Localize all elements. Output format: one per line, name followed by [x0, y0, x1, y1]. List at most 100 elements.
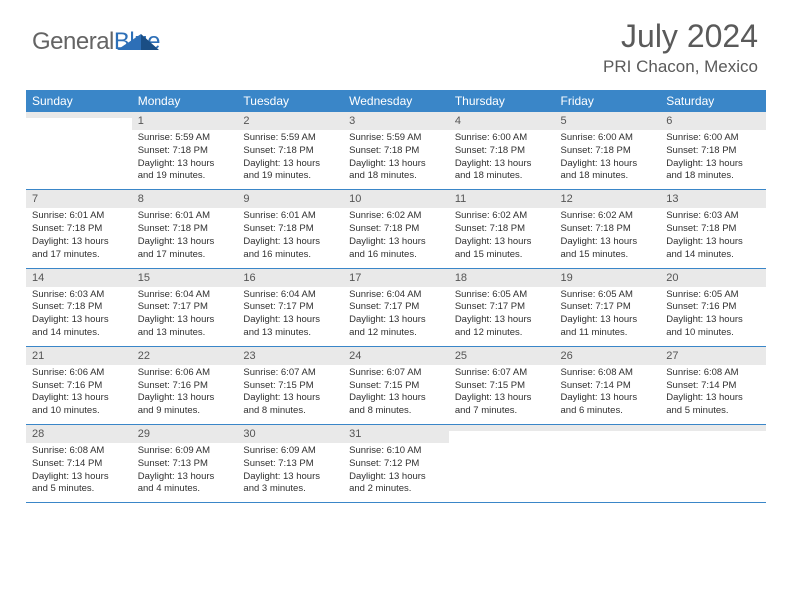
sunrise-text: Sunrise: 6:02 AM	[561, 210, 655, 223]
sunrise-text: Sunrise: 5:59 AM	[138, 132, 232, 145]
daylight-text: Daylight: 13 hours	[455, 314, 549, 327]
day-number: 6	[660, 112, 766, 130]
sunrise-text: Sunrise: 6:05 AM	[455, 289, 549, 302]
day-number: 11	[449, 190, 555, 208]
day-number: 19	[555, 269, 661, 287]
day-number: 31	[343, 425, 449, 443]
calendar-week-row: 7Sunrise: 6:01 AMSunset: 7:18 PMDaylight…	[26, 190, 766, 268]
calendar-day-cell: 31Sunrise: 6:10 AMSunset: 7:12 PMDayligh…	[343, 425, 449, 503]
sunrise-text: Sunrise: 6:04 AM	[349, 289, 443, 302]
sunset-text: Sunset: 7:18 PM	[349, 223, 443, 236]
sunrise-text: Sunrise: 6:07 AM	[455, 367, 549, 380]
daylight-text: Daylight: 13 hours	[32, 236, 126, 249]
sunrise-text: Sunrise: 6:06 AM	[138, 367, 232, 380]
sunset-text: Sunset: 7:14 PM	[666, 380, 760, 393]
sunrise-text: Sunrise: 6:01 AM	[243, 210, 337, 223]
sunset-text: Sunset: 7:18 PM	[561, 145, 655, 158]
daylight-text: and 8 minutes.	[349, 405, 443, 418]
day-number: 18	[449, 269, 555, 287]
calendar-header-row: Sunday Monday Tuesday Wednesday Thursday…	[26, 90, 766, 112]
sunset-text: Sunset: 7:15 PM	[455, 380, 549, 393]
day-number: 17	[343, 269, 449, 287]
calendar-day-cell: 18Sunrise: 6:05 AMSunset: 7:17 PMDayligh…	[449, 268, 555, 346]
day-content: Sunrise: 5:59 AMSunset: 7:18 PMDaylight:…	[237, 130, 343, 189]
daylight-text: Daylight: 13 hours	[561, 158, 655, 171]
calendar-day-cell: 8Sunrise: 6:01 AMSunset: 7:18 PMDaylight…	[132, 190, 238, 268]
day-content	[555, 431, 661, 489]
calendar-day-cell: 10Sunrise: 6:02 AMSunset: 7:18 PMDayligh…	[343, 190, 449, 268]
daylight-text: and 10 minutes.	[32, 405, 126, 418]
sunset-text: Sunset: 7:17 PM	[243, 301, 337, 314]
daylight-text: Daylight: 13 hours	[455, 236, 549, 249]
day-number: 2	[237, 112, 343, 130]
daylight-text: and 11 minutes.	[561, 327, 655, 340]
sunset-text: Sunset: 7:15 PM	[243, 380, 337, 393]
sunset-text: Sunset: 7:14 PM	[561, 380, 655, 393]
calendar-day-cell: 27Sunrise: 6:08 AMSunset: 7:14 PMDayligh…	[660, 346, 766, 424]
daylight-text: Daylight: 13 hours	[666, 392, 760, 405]
day-content: Sunrise: 6:05 AMSunset: 7:17 PMDaylight:…	[449, 287, 555, 346]
daylight-text: and 8 minutes.	[243, 405, 337, 418]
day-content: Sunrise: 6:04 AMSunset: 7:17 PMDaylight:…	[237, 287, 343, 346]
sunset-text: Sunset: 7:13 PM	[243, 458, 337, 471]
calendar-day-cell: 13Sunrise: 6:03 AMSunset: 7:18 PMDayligh…	[660, 190, 766, 268]
day-content: Sunrise: 6:02 AMSunset: 7:18 PMDaylight:…	[449, 208, 555, 267]
day-content: Sunrise: 5:59 AMSunset: 7:18 PMDaylight:…	[132, 130, 238, 189]
daylight-text: Daylight: 13 hours	[455, 392, 549, 405]
daylight-text: Daylight: 13 hours	[138, 392, 232, 405]
sunset-text: Sunset: 7:18 PM	[138, 145, 232, 158]
calendar-week-row: 28Sunrise: 6:08 AMSunset: 7:14 PMDayligh…	[26, 425, 766, 503]
calendar-day-cell	[449, 425, 555, 503]
daylight-text: and 17 minutes.	[32, 249, 126, 262]
sunset-text: Sunset: 7:18 PM	[243, 145, 337, 158]
calendar-day-cell: 15Sunrise: 6:04 AMSunset: 7:17 PMDayligh…	[132, 268, 238, 346]
calendar-day-cell: 4Sunrise: 6:00 AMSunset: 7:18 PMDaylight…	[449, 112, 555, 190]
calendar-day-cell: 20Sunrise: 6:05 AMSunset: 7:16 PMDayligh…	[660, 268, 766, 346]
sunrise-text: Sunrise: 6:09 AM	[138, 445, 232, 458]
calendar-body: 1Sunrise: 5:59 AMSunset: 7:18 PMDaylight…	[26, 112, 766, 503]
sunrise-text: Sunrise: 6:06 AM	[32, 367, 126, 380]
daylight-text: and 19 minutes.	[243, 170, 337, 183]
location-label: PRI Chacon, Mexico	[30, 57, 758, 77]
sunset-text: Sunset: 7:18 PM	[561, 223, 655, 236]
day-number: 24	[343, 347, 449, 365]
daylight-text: and 5 minutes.	[666, 405, 760, 418]
daylight-text: and 18 minutes.	[455, 170, 549, 183]
day-content: Sunrise: 6:08 AMSunset: 7:14 PMDaylight:…	[555, 365, 661, 424]
day-content: Sunrise: 6:01 AMSunset: 7:18 PMDaylight:…	[26, 208, 132, 267]
sunrise-text: Sunrise: 6:03 AM	[32, 289, 126, 302]
daylight-text: and 14 minutes.	[666, 249, 760, 262]
day-number: 28	[26, 425, 132, 443]
daylight-text: and 2 minutes.	[349, 483, 443, 496]
calendar-day-cell: 26Sunrise: 6:08 AMSunset: 7:14 PMDayligh…	[555, 346, 661, 424]
daylight-text: and 10 minutes.	[666, 327, 760, 340]
day-number: 29	[132, 425, 238, 443]
sunrise-text: Sunrise: 6:09 AM	[243, 445, 337, 458]
sunset-text: Sunset: 7:18 PM	[32, 301, 126, 314]
daylight-text: and 3 minutes.	[243, 483, 337, 496]
daylight-text: Daylight: 13 hours	[138, 236, 232, 249]
day-content: Sunrise: 6:09 AMSunset: 7:13 PMDaylight:…	[237, 443, 343, 502]
sunset-text: Sunset: 7:12 PM	[349, 458, 443, 471]
day-content: Sunrise: 6:02 AMSunset: 7:18 PMDaylight:…	[343, 208, 449, 267]
day-content: Sunrise: 6:06 AMSunset: 7:16 PMDaylight:…	[26, 365, 132, 424]
day-content: Sunrise: 6:08 AMSunset: 7:14 PMDaylight:…	[26, 443, 132, 502]
day-number: 12	[555, 190, 661, 208]
logo-triangle-icon	[117, 30, 159, 50]
day-content: Sunrise: 6:01 AMSunset: 7:18 PMDaylight:…	[132, 208, 238, 267]
sunrise-text: Sunrise: 6:07 AM	[243, 367, 337, 380]
day-content: Sunrise: 6:07 AMSunset: 7:15 PMDaylight:…	[449, 365, 555, 424]
calendar-day-cell	[660, 425, 766, 503]
day-number: 15	[132, 269, 238, 287]
calendar-day-cell: 5Sunrise: 6:00 AMSunset: 7:18 PMDaylight…	[555, 112, 661, 190]
daylight-text: Daylight: 13 hours	[138, 471, 232, 484]
sunrise-text: Sunrise: 6:08 AM	[666, 367, 760, 380]
daylight-text: Daylight: 13 hours	[243, 314, 337, 327]
sunrise-text: Sunrise: 6:08 AM	[561, 367, 655, 380]
calendar-day-cell: 19Sunrise: 6:05 AMSunset: 7:17 PMDayligh…	[555, 268, 661, 346]
day-content	[660, 431, 766, 489]
daylight-text: Daylight: 13 hours	[455, 158, 549, 171]
day-number: 21	[26, 347, 132, 365]
daylight-text: Daylight: 13 hours	[32, 392, 126, 405]
day-number: 23	[237, 347, 343, 365]
